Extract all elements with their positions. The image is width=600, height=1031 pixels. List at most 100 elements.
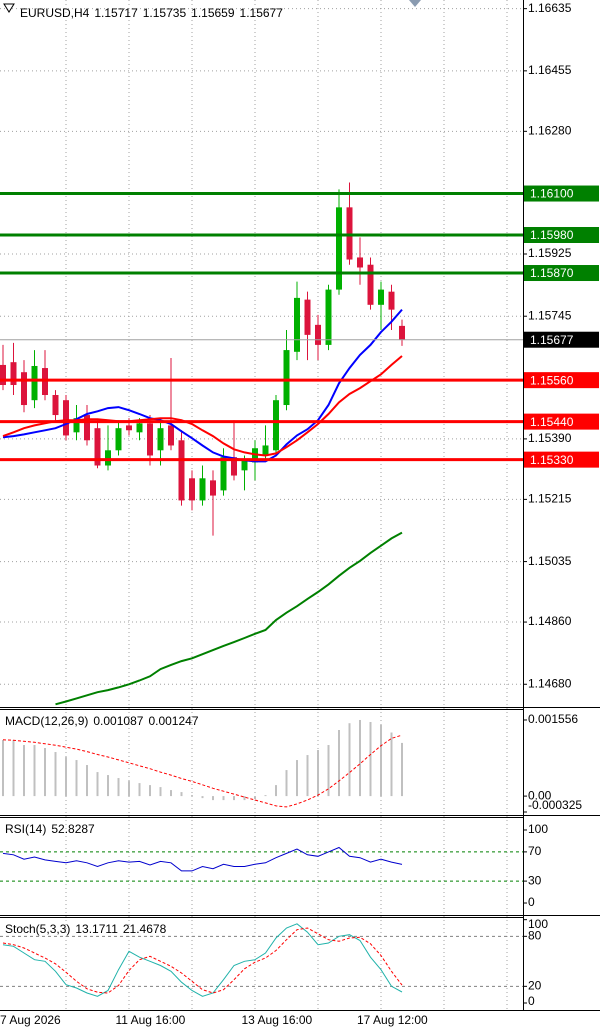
- candle-body: [189, 478, 195, 501]
- candle-body: [262, 445, 269, 456]
- x-tick-label: 17 Aug 12:00: [357, 1013, 428, 1027]
- current-price-box: [524, 331, 599, 348]
- candle-body: [231, 457, 237, 476]
- candle-body: [399, 325, 405, 340]
- candle-body: [388, 291, 395, 310]
- pane-title: EURUSD,H4 1.15717 1.15735 1.15659 1.15677: [20, 6, 283, 20]
- pane-title: RSI(14) 52.8287: [5, 822, 95, 836]
- level-label: 1.15440: [530, 415, 574, 429]
- pane-title-value: 52.8287: [51, 822, 95, 836]
- y-tick-label: 1.14860: [528, 614, 572, 628]
- candle-body: [147, 423, 153, 456]
- candle-body: [336, 207, 342, 290]
- y-tick-label: 20: [528, 979, 542, 993]
- candle-body: [157, 428, 164, 451]
- candle-body: [94, 428, 101, 466]
- indicator-line: [2, 923, 403, 997]
- y-tick-label: 0: [528, 895, 535, 909]
- indicator-line: [2, 846, 403, 872]
- level-label-box: [524, 413, 599, 430]
- y-tick-label: 0.00: [528, 788, 552, 802]
- level-label: 1.15560: [530, 373, 574, 387]
- pane-title-value: 1.15735: [143, 6, 187, 20]
- y-tick-label: -0.000325: [528, 798, 582, 812]
- pane-title: MACD(12,26,9) 0.001087 0.001247: [5, 714, 199, 728]
- pane-title-value: 1.15659: [191, 6, 235, 20]
- grid-layer: [0, 0, 523, 1010]
- pane-title-value: 1.15677: [240, 6, 284, 20]
- y-tick-label: 80: [528, 929, 542, 943]
- level-label: 1.16100: [530, 187, 574, 201]
- y-tick-label: 0: [528, 994, 535, 1008]
- level-label: 1.15330: [530, 453, 574, 467]
- candle-body: [283, 350, 290, 406]
- current-price-label: 1.15677: [530, 333, 574, 347]
- y-tick-label: 1.16455: [528, 63, 572, 77]
- y-tick-label: 100: [528, 917, 548, 931]
- candle-body: [210, 480, 216, 496]
- pane-title-name: RSI(14): [5, 822, 46, 836]
- x-tick-label: 13 Aug 16:00: [242, 1013, 313, 1027]
- y-tick-label: 1.15390: [528, 431, 572, 445]
- pane-title: Stoch(5,3,3) 13.1711 21.4678: [5, 922, 167, 936]
- candle-body: [136, 423, 143, 433]
- candle-body: [73, 418, 80, 433]
- candle-body: [367, 264, 374, 305]
- candle-body: [105, 450, 111, 466]
- pane-title-value: 1.15717: [94, 6, 138, 20]
- y-tick-label: 1.15925: [528, 246, 572, 260]
- level-label-box: [524, 372, 599, 389]
- candle-body: [52, 395, 59, 416]
- level-label: 1.15870: [530, 266, 574, 280]
- y-tick-label: 30: [528, 873, 542, 887]
- pane-title-value: 0.001087: [93, 714, 143, 728]
- pane-title-value: 13.1711: [75, 922, 118, 936]
- x-tick-label: 11 Aug 16:00: [116, 1013, 186, 1027]
- candle-body: [168, 425, 174, 446]
- candle-body: [115, 428, 122, 451]
- y-tick-label: 1.14680: [528, 676, 572, 690]
- macd-signal: [2, 734, 403, 808]
- candle-body: [31, 365, 38, 401]
- candle-body: [357, 257, 363, 268]
- level-label-box: [524, 265, 599, 282]
- y-tick-label: 1.16635: [528, 1, 572, 15]
- y-tick-label: 0.001556: [528, 712, 578, 726]
- candle-body: [0, 364, 6, 385]
- pane-title-name: EURUSD,H4: [20, 6, 90, 20]
- candle-body: [346, 207, 353, 260]
- candle-body: [294, 297, 300, 352]
- y-tick-label: 70: [528, 844, 542, 858]
- level-label-box: [524, 227, 599, 243]
- candle-body: [178, 440, 185, 501]
- pane-icon: [3, 3, 15, 13]
- candle-body: [126, 425, 132, 431]
- y-tick-label: 1.15215: [528, 492, 572, 506]
- marks-layer: [0, 182, 523, 997]
- pane-title-name: Stoch(5,3,3): [5, 922, 70, 936]
- level-label: 1.15980: [530, 228, 574, 242]
- candle-body: [63, 400, 69, 436]
- candle-body: [378, 289, 384, 305]
- x-tick-label: 7 Aug 2026: [0, 1013, 61, 1027]
- y-tick-label: 1.15745: [528, 308, 572, 322]
- pane-title-name: MACD(12,26,9): [5, 714, 88, 728]
- pane-title-value: 21.4678: [123, 922, 167, 936]
- candle-body: [21, 372, 27, 406]
- candle-body: [10, 362, 17, 385]
- candle-body: [199, 478, 206, 501]
- candle-body: [315, 324, 321, 345]
- candle-body: [273, 400, 279, 451]
- candle-body: [220, 457, 227, 491]
- candle-body: [84, 415, 90, 441]
- shift-marker: [409, 0, 421, 7]
- candle-body: [241, 460, 248, 471]
- y-tick-label: 1.16280: [528, 123, 572, 137]
- y-tick-label: 100: [528, 822, 548, 836]
- candle-body: [325, 289, 332, 345]
- pane-title-value: 0.001247: [148, 714, 198, 728]
